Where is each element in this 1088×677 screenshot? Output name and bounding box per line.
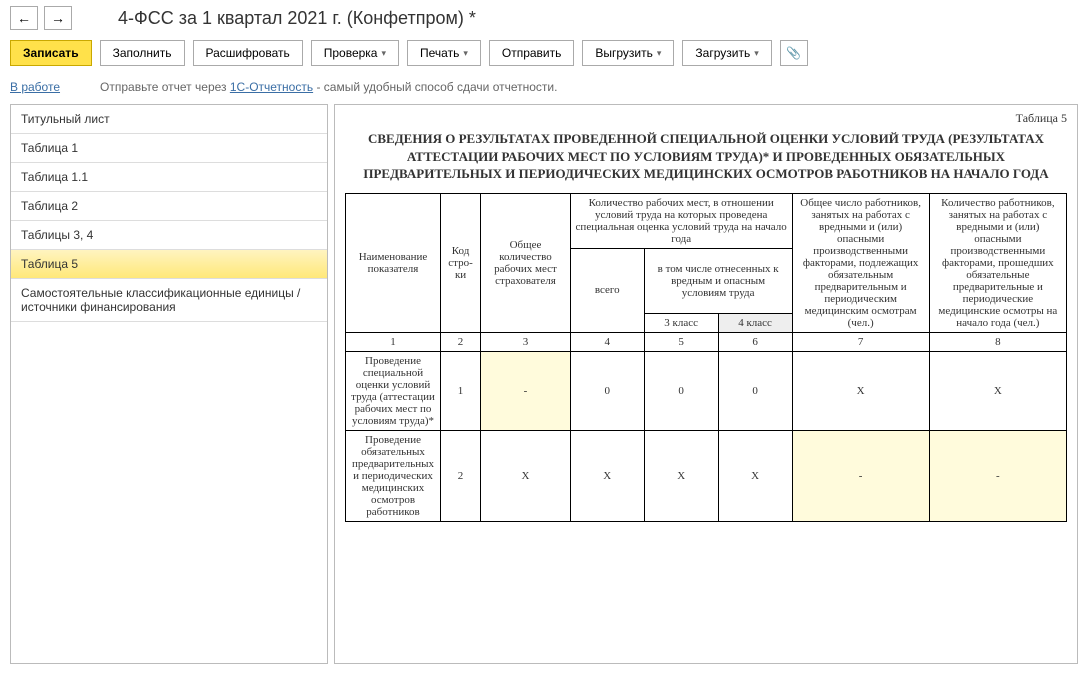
status-row: В работе Отправьте отчет через 1С-Отчетн… bbox=[0, 74, 1088, 104]
sidebar-item[interactable]: Самостоятельные классификационные единиц… bbox=[11, 279, 327, 322]
r1-c3[interactable]: - bbox=[481, 351, 571, 430]
h-name: Наименование показателя bbox=[346, 193, 441, 332]
titlebar: ← → 4-ФСС за 1 квартал 2021 г. (Конфетпр… bbox=[0, 0, 1088, 36]
export-button[interactable]: Выгрузить bbox=[582, 40, 674, 66]
sidebar-item[interactable]: Таблица 1.1 bbox=[11, 163, 327, 192]
r1-c7: X bbox=[792, 351, 929, 430]
h-all: всего bbox=[570, 248, 644, 332]
status-hint: Отправьте отчет через 1С-Отчетность - са… bbox=[100, 80, 557, 94]
r1-name: Проведение специальной оценки условий тр… bbox=[346, 351, 441, 430]
table-row: Проведение специальной оценки условий тр… bbox=[346, 351, 1067, 430]
r1-c8: X bbox=[929, 351, 1066, 430]
h-class4: 4 класс bbox=[718, 313, 792, 332]
h-count: Количество рабочих мест, в отношении усл… bbox=[570, 193, 792, 248]
table-row: Проведение обязательных предварительных … bbox=[346, 430, 1067, 521]
sidebar-item[interactable]: Таблица 1 bbox=[11, 134, 327, 163]
r1-c6[interactable]: 0 bbox=[718, 351, 792, 430]
report-table: Наименование показателя Код стро-ки Обще… bbox=[345, 193, 1067, 522]
status-link[interactable]: В работе bbox=[10, 80, 60, 94]
toolbar: Записать Заполнить Расшифровать Проверка… bbox=[0, 36, 1088, 74]
check-button[interactable]: Проверка bbox=[311, 40, 399, 66]
sidebar-item[interactable]: Таблица 5 bbox=[11, 250, 327, 279]
r2-name: Проведение обязательных предварительных … bbox=[346, 430, 441, 521]
h-workers-passed: Количество работников, занятых на работа… bbox=[929, 193, 1066, 332]
sidebar-item[interactable]: Таблица 2 bbox=[11, 192, 327, 221]
content-panel: Таблица 5 СВЕДЕНИЯ О РЕЗУЛЬТАТАХ ПРОВЕДЕ… bbox=[334, 104, 1078, 664]
attach-button[interactable]: 📎 bbox=[780, 40, 808, 66]
r1-c4[interactable]: 0 bbox=[570, 351, 644, 430]
send-button[interactable]: Отправить bbox=[489, 40, 575, 66]
nav-forward-button[interactable]: → bbox=[44, 6, 72, 30]
import-button[interactable]: Загрузить bbox=[682, 40, 771, 66]
print-button[interactable]: Печать bbox=[407, 40, 481, 66]
service-link[interactable]: 1С-Отчетность bbox=[230, 80, 313, 94]
h-harm: в том числе отнесенных к вредным и опасн… bbox=[644, 248, 792, 313]
h-total: Общее количество рабочих мест страховате… bbox=[481, 193, 571, 332]
page-title: 4-ФСС за 1 квартал 2021 г. (Конфетпром) … bbox=[118, 8, 476, 29]
h-class3: 3 класс bbox=[644, 313, 718, 332]
decode-button[interactable]: Расшифровать bbox=[193, 40, 303, 66]
table-label: Таблица 5 bbox=[345, 111, 1067, 126]
r2-c7[interactable]: - bbox=[792, 430, 929, 521]
h-workers-total: Общее число работников, занятых на работ… bbox=[792, 193, 929, 332]
r2-c5: X bbox=[644, 430, 718, 521]
sidebar-item[interactable]: Титульный лист bbox=[11, 105, 327, 134]
table-heading: СВЕДЕНИЯ О РЕЗУЛЬТАТАХ ПРОВЕДЕННОЙ СПЕЦИ… bbox=[345, 130, 1067, 183]
nav-back-button[interactable]: ← bbox=[10, 6, 38, 30]
save-button[interactable]: Записать bbox=[10, 40, 92, 66]
r2-c3: X bbox=[481, 430, 571, 521]
main-area: Титульный листТаблица 1Таблица 1.1Таблиц… bbox=[0, 104, 1088, 664]
r2-c6: X bbox=[718, 430, 792, 521]
r1-c5[interactable]: 0 bbox=[644, 351, 718, 430]
sidebar-item[interactable]: Таблицы 3, 4 bbox=[11, 221, 327, 250]
fill-button[interactable]: Заполнить bbox=[100, 40, 185, 66]
h-code: Код стро-ки bbox=[441, 193, 481, 332]
r2-c4: X bbox=[570, 430, 644, 521]
sidebar: Титульный листТаблица 1Таблица 1.1Таблиц… bbox=[10, 104, 328, 664]
r2-c8[interactable]: - bbox=[929, 430, 1066, 521]
